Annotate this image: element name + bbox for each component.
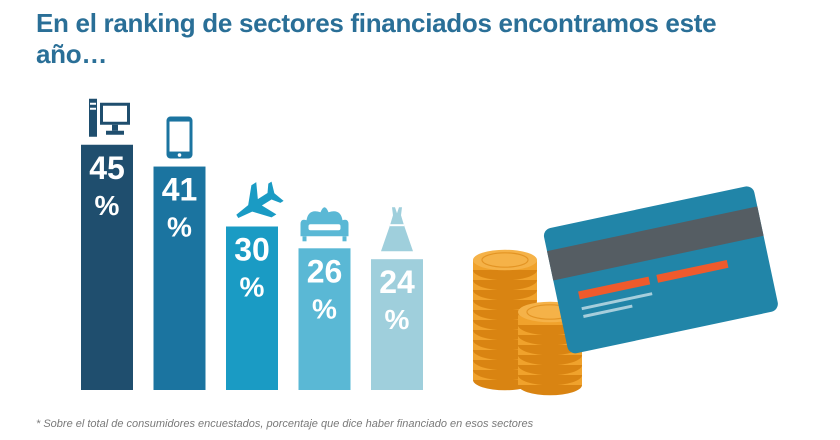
dress-icon — [381, 207, 413, 252]
card-detail-line — [583, 304, 633, 318]
credit-card-illustration — [543, 186, 778, 354]
coins-illustration — [473, 249, 582, 396]
bar-value-label: 30 — [234, 232, 270, 268]
bar-2 — [153, 166, 206, 390]
card-accent-line — [578, 276, 651, 300]
bar-4 — [298, 248, 351, 390]
bar-value-label: 24 — [379, 264, 415, 300]
bar-5 — [371, 259, 423, 390]
bar-unit-label: % — [167, 212, 192, 243]
bar-unit-label: % — [95, 190, 120, 221]
bars-group: 45% 41% 30% 26% 24% — [81, 144, 423, 390]
sofa-icon — [300, 207, 349, 242]
bar-1 — [81, 144, 133, 390]
chart-title: En el ranking de sectores financiados en… — [36, 8, 717, 69]
footnote: * Sobre el total de consumidores encuest… — [36, 418, 534, 430]
computer-icon — [89, 98, 130, 137]
icons-group — [89, 98, 413, 252]
airplane-icon — [236, 181, 284, 219]
bar-3 — [226, 226, 278, 390]
bar-value-label: 41 — [162, 172, 198, 208]
card-detail-line — [581, 292, 653, 311]
card-magnetic-stripe — [547, 206, 764, 281]
bar-value-label: 45 — [89, 150, 125, 186]
smartphone-icon — [166, 116, 193, 159]
bar-unit-label: % — [312, 293, 337, 324]
bar-unit-label: % — [385, 304, 410, 335]
bar-unit-label: % — [240, 272, 265, 303]
bar-value-label: 26 — [307, 253, 343, 289]
card-accent-line — [656, 259, 729, 283]
